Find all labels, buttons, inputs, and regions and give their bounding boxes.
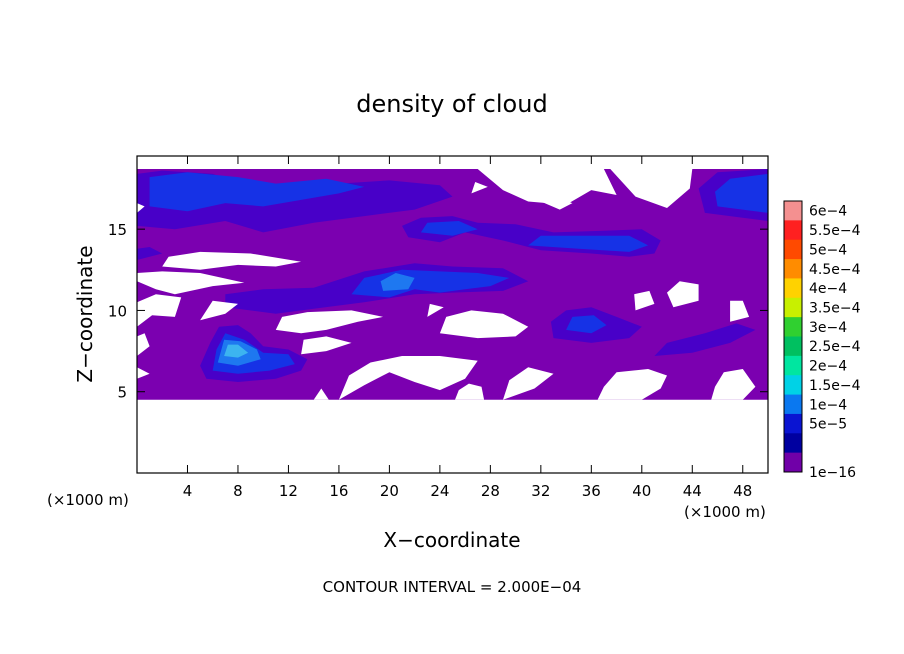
colorbar-swatch-2 — [784, 239, 802, 260]
y-tick-label-5: 5 — [117, 384, 127, 402]
colorbar-label-5: 3.5e−4 — [809, 300, 861, 316]
colorbar-swatch-4 — [784, 278, 802, 299]
colorbar-label-6: 3e−4 — [809, 320, 847, 336]
cloud-free-gap-7 — [275, 310, 384, 334]
cloud-free-gap-0 — [477, 169, 617, 205]
colorbar-label-1: 5.5e−4 — [809, 223, 861, 239]
colorbar-swatch-1 — [784, 220, 802, 241]
contour-region-17 — [654, 323, 756, 356]
colorbar-swatch-3 — [784, 259, 802, 279]
x-axis-label: X−coordinate — [383, 528, 520, 552]
colorbar-swatch-6 — [784, 317, 802, 337]
colorbar: 6e−4 5.5e−4 5e−4 4.5e−4 4e−4 3.5e−4 3e−4 2.5e−4… — [783, 200, 861, 481]
colorbar-label-12: 1e−16 — [809, 465, 856, 481]
colorbar-swatch-8 — [784, 355, 802, 376]
contour-region-16 — [566, 315, 607, 334]
colorbar-swatch-5 — [784, 297, 802, 318]
contour-region-7 — [528, 235, 649, 252]
colorbar-label-3: 4.5e−4 — [809, 262, 861, 278]
cloud-free-gap-8 — [301, 336, 352, 355]
cloud-free-gap-23 — [540, 196, 573, 210]
colorbar-label-9: 1.5e−4 — [809, 378, 861, 394]
cloud-free-gap-6 — [200, 300, 238, 321]
colorbar-swatch-13 — [784, 452, 802, 473]
x-tick-label-12: 12 — [279, 482, 298, 500]
plot-frame — [136, 155, 769, 474]
contour-region-14 — [224, 344, 249, 358]
x-tick-label-8: 8 — [233, 482, 243, 500]
cloud-free-gap-3 — [162, 251, 302, 270]
y-axis-label: Z−coordinate — [73, 245, 97, 382]
contour-interval-footer: CONTOUR INTERVAL = 2.000E−04 — [323, 578, 582, 596]
colorbar-label-7: 2.5e−4 — [809, 339, 861, 355]
x-unit-left: (×1000 m) — [47, 491, 129, 509]
cloud-free-gap-5 — [137, 294, 182, 327]
cloud-free-gap-9 — [439, 310, 529, 339]
contour-region-6 — [420, 221, 478, 236]
y-tick-label-15: 15 — [108, 221, 127, 239]
cloud-free-gap-16 — [730, 300, 750, 322]
colorbar-label-10: 1e−4 — [809, 397, 847, 413]
colorbar-label-2: 5e−4 — [809, 242, 847, 258]
x-tick-label-20: 20 — [380, 482, 399, 500]
cloud-free-gap-1 — [610, 169, 693, 208]
x-axis-ticks: 4 8 12 16 20 24 28 32 36 40 44 48 — [183, 156, 752, 500]
colorbar-frame — [783, 200, 803, 473]
cloud-free-gap-21 — [137, 367, 150, 379]
colorbar-label-4: 4e−4 — [809, 281, 847, 297]
x-tick-label-28: 28 — [481, 482, 500, 500]
colorbar-swatch-11 — [784, 413, 802, 434]
colorbar-swatch-10 — [784, 394, 802, 415]
colorbar-swatch-9 — [784, 375, 802, 396]
contour-region-2 — [149, 172, 365, 212]
x-tick-label-36: 36 — [582, 482, 601, 500]
cloud-free-gap-20 — [137, 333, 150, 356]
x-tick-label-32: 32 — [531, 482, 550, 500]
cloud-free-gap-4 — [137, 271, 245, 295]
contour-region-10 — [380, 273, 415, 291]
cloud-free-gap-10 — [427, 303, 444, 317]
cloud-free-gap-18 — [634, 290, 655, 311]
x-tick-label-24: 24 — [430, 482, 449, 500]
colorbar-swatch-12 — [784, 433, 802, 454]
x-tick-label-48: 48 — [733, 482, 752, 500]
colorbar-swatch-7 — [784, 336, 802, 357]
x-tick-label-44: 44 — [683, 482, 702, 500]
y-axis-ticks: 5 10 15 — [108, 221, 768, 402]
colorbar-swatch-0 — [784, 201, 802, 221]
colorbar-label-0: 6e−4 — [809, 204, 847, 220]
cloud-free-gap-13 — [503, 367, 554, 400]
cloud-free-gap-22 — [313, 388, 329, 400]
cloud-free-gap-12 — [455, 383, 485, 400]
cloud-free-gap-15 — [711, 369, 756, 400]
colorbar-label-11: 5e−5 — [809, 417, 847, 433]
x-unit-right: (×1000 m) — [684, 503, 766, 521]
contour-fill-layer — [137, 169, 768, 400]
contour-region-4 — [715, 173, 768, 213]
cloud-free-gap-17 — [667, 281, 699, 308]
cloud-free-gap-19 — [137, 203, 145, 213]
x-tick-label-16: 16 — [329, 482, 348, 500]
x-tick-label-40: 40 — [632, 482, 651, 500]
y-tick-label-10: 10 — [108, 302, 127, 320]
cloud-free-gap-14 — [597, 369, 667, 400]
cloud-free-gap-2 — [471, 182, 488, 194]
cloud-free-gap-11 — [338, 356, 478, 400]
colorbar-label-8: 2e−4 — [809, 359, 847, 375]
chart-title: density of cloud — [356, 90, 547, 118]
x-tick-label-4: 4 — [183, 482, 193, 500]
contour-region-18 — [137, 247, 163, 260]
